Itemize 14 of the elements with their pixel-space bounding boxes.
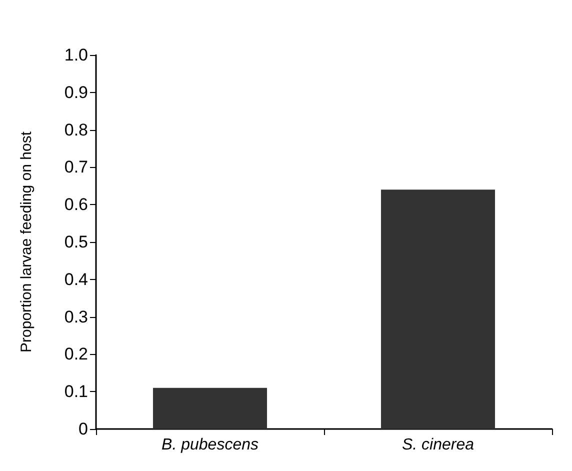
y-tick-label: 0.1 bbox=[64, 382, 88, 402]
y-tick-label: 0.8 bbox=[64, 120, 88, 140]
x-tick-label: B. pubescens bbox=[162, 436, 258, 454]
y-tick-label: 0.2 bbox=[64, 344, 88, 364]
y-tick-label: 0 bbox=[78, 420, 88, 438]
y-tick-label: 0.5 bbox=[64, 232, 88, 252]
y-tick-label: 0.9 bbox=[64, 82, 88, 102]
x-tick-label: S. cinerea bbox=[402, 436, 474, 454]
y-tick-label: 0.7 bbox=[64, 158, 88, 177]
y-tick-label: 0.6 bbox=[64, 195, 88, 214]
y-tick-label: 0.3 bbox=[64, 307, 88, 326]
y-axis-title: Proportion larvae feeding on host bbox=[18, 130, 35, 352]
y-tick-label: 0.4 bbox=[64, 270, 88, 289]
y-tick-label: 1.0 bbox=[64, 46, 88, 64]
